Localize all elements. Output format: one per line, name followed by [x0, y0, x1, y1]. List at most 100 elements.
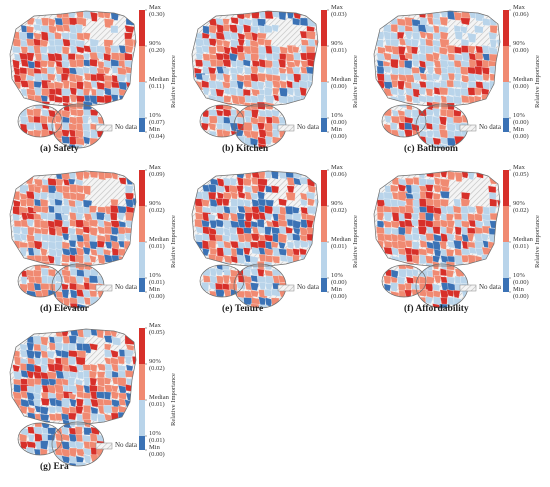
legend-level-label: 90% (0.00) — [513, 40, 529, 54]
district-polygon — [481, 232, 490, 242]
map-panel: Max (0.06) 90% (0.00) Median (0.00) 10% (0.00) M… — [364, 0, 546, 160]
district-polygon — [76, 101, 85, 110]
district-polygon — [383, 246, 394, 256]
legend-level-label: 90% (0.02) — [513, 200, 529, 214]
district-polygon — [62, 297, 72, 307]
panel-caption: (f) Affordability — [404, 304, 469, 314]
district-polygon — [461, 254, 470, 263]
no-data-label: No data — [115, 283, 137, 291]
legend-color-segment — [321, 46, 327, 82]
district-polygon — [263, 288, 273, 297]
legend-color-segment — [139, 436, 145, 450]
district-polygon — [440, 73, 450, 82]
district-polygon — [39, 46, 49, 55]
district-polygon — [250, 144, 260, 148]
district-polygon — [411, 32, 421, 41]
district-polygon — [26, 441, 37, 449]
no-data-swatch — [459, 124, 477, 132]
district-polygon — [439, 16, 449, 27]
legend-color-segment — [139, 206, 145, 242]
district-polygon — [223, 23, 231, 33]
legend-level-label: Min (0.00) — [513, 126, 529, 140]
district-polygon — [68, 239, 77, 248]
district-polygon — [124, 25, 135, 34]
district-polygon — [251, 123, 260, 132]
district-polygon — [216, 44, 225, 53]
district-polygon — [230, 255, 239, 264]
district-polygon — [250, 282, 260, 291]
district-polygon — [33, 191, 41, 200]
district-polygon — [270, 171, 279, 180]
district-polygon — [411, 233, 420, 241]
district-polygon — [432, 171, 441, 178]
district-polygon — [264, 226, 272, 236]
district-polygon — [19, 390, 29, 399]
district-polygon — [256, 37, 266, 46]
district-polygon — [46, 371, 57, 380]
district-polygon — [236, 212, 246, 221]
legend-color-segment — [503, 170, 509, 206]
legend-color-segment — [139, 328, 145, 364]
district-polygon — [60, 205, 71, 215]
district-polygon — [264, 24, 273, 33]
district-polygon — [418, 122, 429, 131]
district-polygon — [249, 137, 259, 146]
district-polygon — [285, 192, 296, 201]
no-data-label: No data — [479, 283, 501, 291]
district-polygon — [40, 59, 49, 68]
district-polygon — [88, 219, 99, 228]
no-data-label: No data — [297, 283, 319, 291]
district-polygon — [74, 143, 83, 148]
district-polygon — [223, 254, 234, 265]
district-polygon — [40, 397, 50, 406]
district-polygon — [292, 213, 302, 222]
district-polygon — [104, 241, 114, 249]
district-polygon — [68, 343, 76, 351]
district-polygon — [124, 44, 134, 54]
district-polygon — [264, 11, 275, 20]
district-polygon — [26, 218, 35, 228]
district-polygon — [264, 135, 273, 145]
legend-level-label: Median (0.00) — [513, 76, 533, 90]
district-polygon — [12, 45, 21, 54]
district-polygon — [82, 226, 92, 234]
district-polygon — [90, 413, 98, 422]
district-polygon — [404, 240, 413, 248]
district-polygon — [279, 73, 288, 81]
district-polygon — [425, 295, 434, 305]
district-polygon — [110, 25, 119, 34]
district-polygon — [489, 66, 498, 75]
district-polygon — [47, 177, 57, 187]
district-polygon — [69, 303, 78, 308]
district-polygon — [25, 446, 35, 457]
district-polygon — [446, 44, 457, 54]
district-polygon — [103, 391, 112, 400]
legend-color-segment — [503, 278, 509, 292]
district-polygon — [293, 52, 301, 61]
district-polygon — [272, 87, 280, 96]
district-polygon — [208, 46, 217, 55]
legend-color-segment — [503, 118, 509, 132]
district-polygon — [96, 52, 105, 60]
district-polygon — [222, 234, 230, 242]
legend-level-label: Max (0.03) — [331, 4, 347, 18]
legend-level-label: Min (0.00) — [331, 286, 347, 300]
choropleth-map — [191, 9, 329, 149]
legend-level-label: Min (0.00) — [149, 286, 165, 300]
district-polygon — [76, 32, 85, 41]
no-data-label: No data — [297, 123, 319, 131]
district-polygon — [111, 336, 122, 346]
choropleth-map — [373, 9, 511, 149]
district-polygon — [118, 248, 127, 257]
no-data-label: No data — [115, 123, 137, 131]
district-polygon — [230, 233, 241, 242]
no-data-swatch — [277, 284, 295, 292]
district-polygon — [223, 191, 233, 201]
district-polygon — [398, 268, 407, 278]
district-polygon — [47, 73, 56, 82]
district-polygon — [432, 283, 441, 292]
legend-level-label: 90% (0.01) — [331, 40, 347, 54]
district-polygon — [300, 94, 309, 104]
district-polygon — [299, 198, 308, 207]
district-polygon — [222, 247, 233, 256]
